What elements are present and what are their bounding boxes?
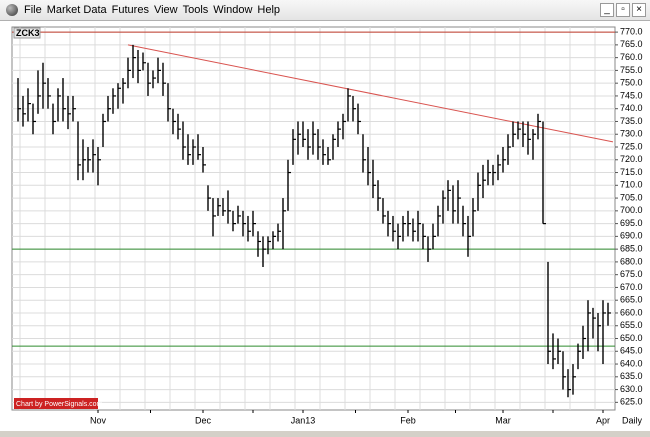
y-tick-label: 670.0: [620, 282, 643, 292]
plot-area: [11, 26, 616, 411]
x-tick-label: Jan13: [291, 415, 316, 425]
x-tick-label: Feb: [400, 415, 416, 425]
x-tick-label: Dec: [195, 415, 212, 425]
close[interactable]: ×: [632, 3, 646, 17]
menu-item[interactable]: Market Data: [46, 4, 107, 16]
window-controls: _ ▫ ×: [598, 3, 646, 17]
symbol: ZCK3: [16, 28, 40, 38]
x-tick-label: Apr: [596, 415, 610, 425]
y-tick-label: 720.0: [620, 154, 643, 164]
y-tick-label: 760.0: [620, 52, 643, 62]
y-tick-label: 710.0: [620, 180, 643, 190]
menu-item[interactable]: Tools: [182, 4, 209, 16]
x-tick-label: Nov: [90, 415, 107, 425]
menu-item[interactable]: View: [153, 4, 178, 16]
y-tick-label: 630.0: [620, 384, 643, 394]
y-tick-label: 660.0: [620, 307, 643, 317]
y-tick-label: 690.0: [620, 231, 643, 241]
y-tick-label: 650.0: [620, 333, 643, 343]
menu-item[interactable]: Help: [257, 4, 281, 16]
status-bar: [0, 431, 650, 437]
x-tick-label: Mar: [495, 415, 511, 425]
menu-item[interactable]: File: [24, 4, 42, 16]
y-tick-label: 680.0: [620, 256, 643, 266]
menu-bar: File Market Data Futures View Tools Window Hel…: [0, 0, 650, 21]
y-tick-label: 730.0: [620, 129, 643, 139]
y-tick-label: 750.0: [620, 78, 643, 88]
y-tick-label: 735.0: [620, 116, 643, 126]
y-tick-label: 635.0: [620, 371, 643, 381]
y-tick-label: 770.0: [620, 26, 643, 36]
chart: 770.0 765.0 760.0 755.0 750.0 745.0 740.0 735.0…: [0, 21, 650, 437]
y-tick-label: 695.0: [620, 218, 643, 228]
y-tick-label: 645.0: [620, 346, 643, 356]
y-tick-label: 745.0: [620, 90, 643, 100]
y-tick-label: 765.0: [620, 39, 643, 49]
maximize[interactable]: ▫: [616, 3, 630, 17]
y-tick-label: 655.0: [620, 320, 643, 330]
menu-item[interactable]: Futures: [111, 4, 149, 16]
y-tick-label: 715.0: [620, 167, 643, 177]
y-tick-label: 700.0: [620, 205, 643, 215]
menu-items: File Market Data Futures View Tools Window Hel…: [24, 4, 285, 16]
menu-item[interactable]: Window: [213, 4, 253, 16]
y-tick-label: 755.0: [620, 65, 643, 75]
symbol-box: [13, 27, 41, 39]
trend-line: [127, 44, 614, 143]
watermark: Chart by PowerSignals.com: [16, 401, 103, 408]
y-tick-label: 705.0: [620, 192, 643, 202]
y-tick-label: 665.0: [620, 295, 643, 305]
app-icon: [6, 4, 18, 16]
y-tick-label: 625.0: [620, 397, 643, 407]
y-tick-label: 640.0: [620, 358, 643, 368]
minimize[interactable]: _: [600, 3, 614, 17]
y-tick-label: 725.0: [620, 141, 643, 151]
y-tick-label: 685.0: [620, 244, 643, 254]
watermark-box: [14, 398, 98, 409]
y-tick-label: 740.0: [620, 103, 643, 113]
y-tick-label: 675.0: [620, 269, 643, 279]
period-label: Daily: [622, 415, 643, 425]
